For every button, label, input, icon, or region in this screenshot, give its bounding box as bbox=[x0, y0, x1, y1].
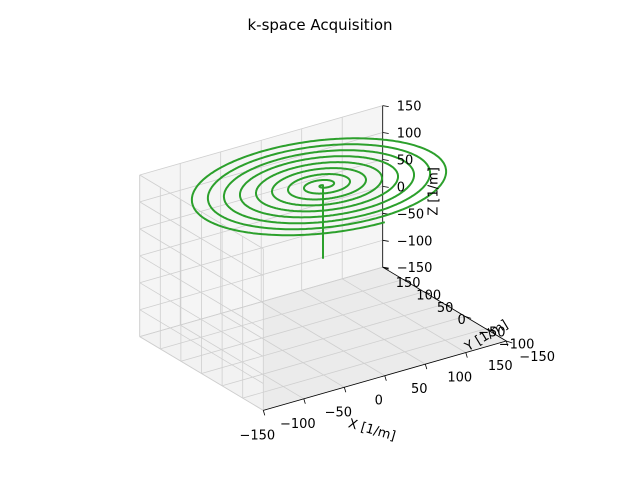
y-tick-mark bbox=[506, 340, 513, 344]
x-tick-mark bbox=[465, 352, 468, 358]
x-tick-label: −150 bbox=[239, 428, 275, 443]
z-tick-label: 100 bbox=[397, 127, 422, 142]
y-tick-label: −50 bbox=[478, 325, 505, 340]
y-tick-mark bbox=[464, 316, 472, 319]
x-tick-label: −100 bbox=[280, 417, 316, 432]
left-wall-grid-line-z bbox=[139, 309, 264, 384]
y-tick-label: −100 bbox=[499, 338, 535, 353]
back-wall-grid-line-z bbox=[139, 105, 383, 176]
x-axis-label: X [1/m] bbox=[346, 416, 397, 444]
tick-marks bbox=[262, 105, 513, 416]
left-wall-grid-line-z bbox=[139, 255, 264, 330]
back-wall-grid-line-z bbox=[139, 159, 383, 230]
label-layer: k-space Acquisition X [1/m] Y [1/m] Z [1… bbox=[239, 16, 555, 444]
z-tick-mark bbox=[382, 132, 389, 134]
z-tick-mark bbox=[382, 239, 389, 242]
series-layer bbox=[190, 137, 448, 259]
x-tick-mark bbox=[343, 387, 347, 393]
x-tick-label: 150 bbox=[488, 359, 513, 374]
z-tick-label: −150 bbox=[397, 261, 433, 276]
z-tick-label: 150 bbox=[397, 100, 422, 115]
z-axis-label: Z [1/m] bbox=[427, 167, 442, 216]
x-tick-mark bbox=[424, 363, 428, 370]
floor-grid-line-y bbox=[242, 328, 486, 399]
z-tick-mark bbox=[382, 159, 389, 161]
left-wall-grid-line-z bbox=[139, 201, 264, 277]
z-tick-mark bbox=[382, 266, 389, 269]
floor-grid-line-y bbox=[160, 279, 404, 350]
z-tick-label: 0 bbox=[397, 180, 405, 195]
left-wall-grid-line-z bbox=[139, 174, 264, 250]
y-tick-label: 50 bbox=[437, 301, 454, 316]
floor-grid-line-y bbox=[221, 316, 466, 387]
y-tick-mark bbox=[423, 291, 431, 295]
z-tick-mark bbox=[382, 186, 389, 188]
y-tick-label: −150 bbox=[519, 350, 555, 365]
left-wall-grid-line-z bbox=[139, 336, 264, 411]
y-tick-mark bbox=[444, 303, 451, 307]
x-tick-mark bbox=[384, 375, 387, 381]
z-tick-label: 50 bbox=[397, 154, 414, 169]
x-tick-mark bbox=[262, 410, 266, 416]
x-tick-label: 50 bbox=[411, 382, 428, 397]
left-wall-grid-line-z bbox=[139, 228, 264, 304]
y-tick-label: 100 bbox=[416, 289, 441, 304]
x-tick-label: 0 bbox=[375, 394, 383, 409]
z-tick-label: −100 bbox=[397, 234, 433, 249]
grid-lines bbox=[139, 105, 507, 411]
y-tick-mark bbox=[485, 328, 492, 332]
y-tick-label: 0 bbox=[458, 313, 466, 328]
x-tick-label: −50 bbox=[325, 405, 352, 420]
trajectory-spiral bbox=[190, 137, 448, 237]
x-tick-label: 100 bbox=[447, 371, 472, 386]
y-tick-mark bbox=[403, 279, 410, 282]
back-wall-grid-line-z bbox=[139, 239, 383, 311]
chart-title: k-space Acquisition bbox=[247, 16, 392, 34]
y-tick-label: 150 bbox=[396, 276, 421, 291]
x-tick-mark bbox=[505, 340, 509, 347]
left-wall-grid-line-z bbox=[139, 282, 264, 357]
floor-grid-line-y bbox=[201, 303, 445, 374]
z-tick-label: −50 bbox=[397, 207, 424, 222]
z-tick-mark bbox=[382, 105, 389, 107]
floor-grid-line-y bbox=[180, 291, 425, 362]
x-tick-mark bbox=[303, 398, 306, 404]
